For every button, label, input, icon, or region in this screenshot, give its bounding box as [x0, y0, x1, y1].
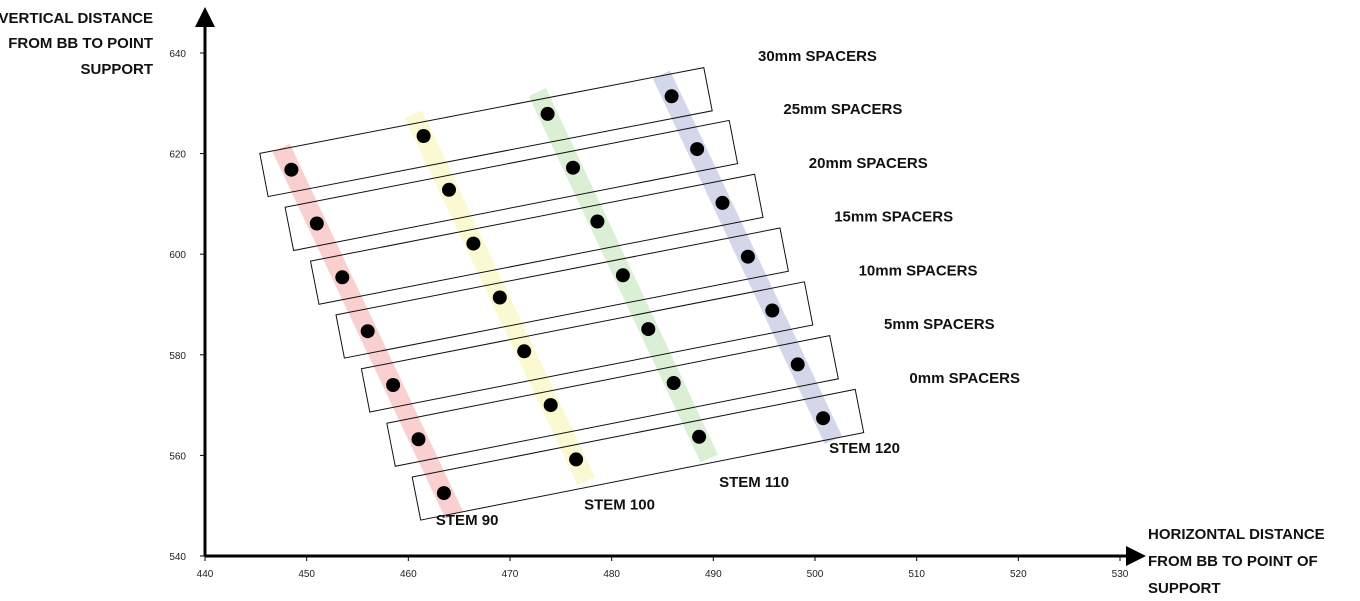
data-point-s1-2 [517, 344, 532, 359]
y-tick-label-0: 540 [169, 552, 186, 563]
x-tick-label-7: 510 [908, 569, 925, 580]
y-axis-arrow [195, 7, 215, 27]
data-point-s0-6 [284, 162, 299, 177]
data-point-s3-1 [790, 357, 805, 372]
tick-labels: 440 450 460 470 480 490 500 510 520 530 540 560 580 6… [169, 49, 1128, 580]
y-tick-label-3: 600 [169, 250, 186, 261]
data-points [284, 89, 831, 501]
x-axis-title-line-3: SUPPORT [1148, 580, 1221, 597]
axes [195, 7, 1146, 566]
data-point-s2-4 [590, 214, 605, 229]
y-tick-label-1: 560 [169, 451, 186, 462]
data-point-s2-0 [692, 429, 707, 444]
spacer-box-0 [411, 388, 865, 521]
y-tick-label-4: 620 [169, 150, 186, 161]
data-point-s0-0 [436, 486, 451, 501]
data-point-s2-6 [540, 106, 555, 121]
spacer-label-4: 20mm SPACERS [809, 155, 928, 172]
x-axis-title-line-2: FROM BB TO POINT OF [1148, 553, 1318, 570]
x-tick-label-6: 500 [807, 569, 824, 580]
data-point-s0-3 [360, 324, 375, 339]
spacer-label-5: 25mm SPACERS [783, 101, 902, 118]
x-tick-label-3: 470 [502, 569, 519, 580]
spacer-box-4 [309, 173, 764, 305]
data-point-s2-5 [566, 160, 580, 175]
spacer-label-0: 0mm SPACERS [909, 370, 1020, 387]
data-point-s1-4 [466, 236, 481, 251]
spacer-label-2: 10mm SPACERS [859, 262, 978, 279]
annotation-labels: 0mm SPACERS 5mm SPACERS 10mm SPACERS 15mm S… [436, 48, 1020, 529]
data-point-s3-4 [715, 195, 730, 210]
x-tick-label-2: 460 [400, 569, 417, 580]
data-point-s0-2 [386, 378, 401, 392]
spacer-box-6 [259, 67, 713, 198]
spacer-box-3 [335, 227, 789, 359]
spacer-box-5 [284, 119, 739, 252]
spacer-box-1 [386, 335, 839, 467]
data-point-s3-3 [740, 249, 755, 264]
x-tick-label-9: 530 [1112, 569, 1129, 580]
data-point-s2-1 [666, 376, 681, 390]
data-point-s3-0 [816, 411, 831, 426]
x-tick-label-5: 490 [705, 569, 722, 580]
data-point-s2-2 [641, 322, 656, 337]
x-tick-label-1: 450 [298, 569, 315, 580]
spacer-boxes [259, 67, 865, 521]
data-point-s1-1 [543, 398, 558, 413]
y-tick-label-2: 580 [169, 351, 186, 362]
spacer-label-6: 30mm SPACERS [758, 48, 877, 65]
x-tick-label-8: 520 [1010, 569, 1027, 580]
x-tick-label-0: 440 [197, 569, 214, 580]
x-axis-arrow [1126, 546, 1146, 566]
data-point-s1-6 [416, 129, 431, 143]
data-point-s0-5 [309, 216, 324, 231]
data-point-s0-1 [411, 432, 426, 447]
x-tick-label-4: 480 [603, 569, 620, 580]
stem-label-1: STEM 100 [584, 496, 655, 513]
spacer-box-2 [360, 281, 814, 413]
data-point-s3-2 [765, 303, 780, 318]
spacer-label-1: 5mm SPACERS [884, 316, 995, 333]
stem-label-0: STEM 90 [436, 512, 499, 529]
stem-label-3: STEM 120 [829, 440, 900, 457]
data-point-s3-5 [690, 142, 705, 157]
data-point-s1-5 [442, 182, 456, 197]
x-axis-title-line-1: HORIZONTAL DISTANCE [1148, 526, 1325, 543]
y-tick-label-5: 640 [169, 49, 186, 60]
stem-label-2: STEM 110 [719, 474, 789, 491]
data-point-s0-4 [335, 270, 350, 285]
data-point-s3-6 [664, 89, 679, 104]
y-axis-title-line-1: VERTICAL DISTANCE [0, 10, 153, 27]
data-point-s1-3 [492, 290, 507, 305]
y-axis-title-line-3: SUPPORT [80, 61, 153, 78]
y-axis-title-line-2: FROM BB TO POINT [8, 35, 153, 52]
data-point-s1-0 [569, 452, 584, 467]
data-point-s2-3 [615, 268, 630, 283]
spacer-label-3: 15mm SPACERS [834, 209, 953, 226]
